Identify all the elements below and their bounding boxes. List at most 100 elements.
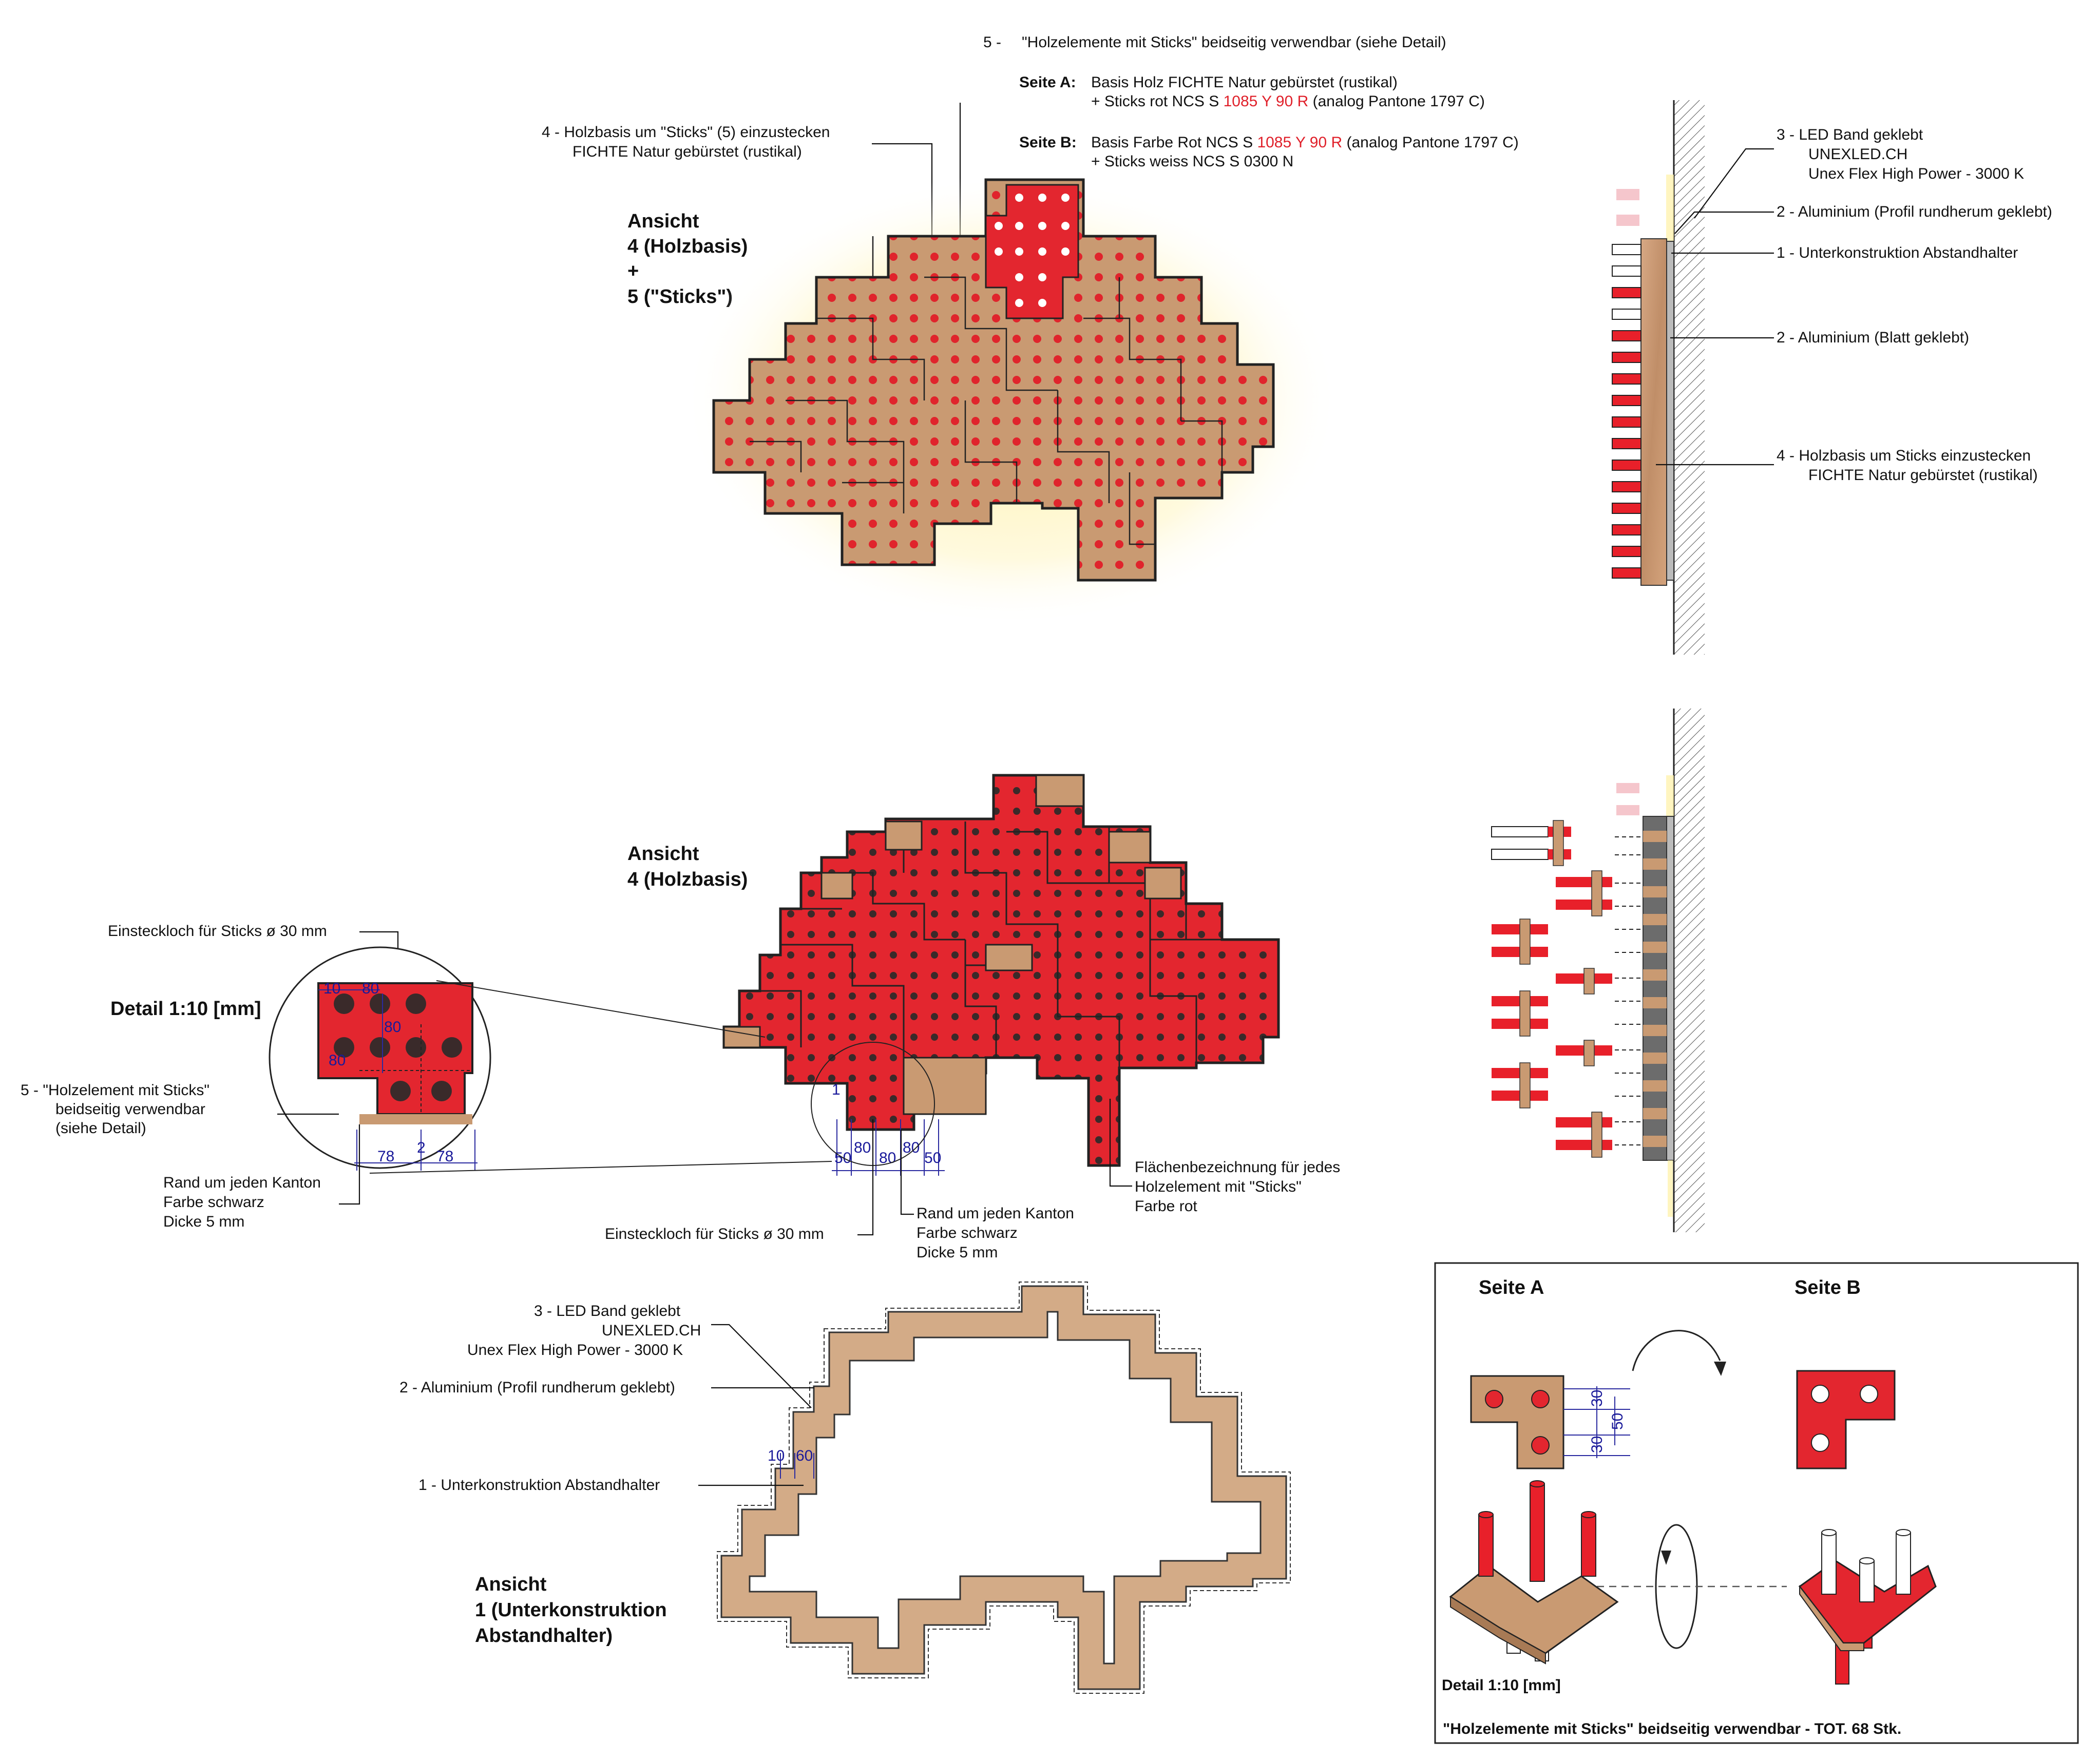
side-alu-profil: 2 - Aluminium (Profil rundherum geklebt)	[1777, 203, 2052, 220]
side-holzbasis-l1: 4 - Holzbasis um Sticks einzustecken	[1777, 447, 2031, 464]
led-outline	[717, 1282, 1291, 1694]
wall-hatch-1	[1674, 100, 1705, 655]
view2-rand-l1: Rand um jeden Kanton	[917, 1205, 1074, 1222]
view2-flaeche-l3: Farbe rot	[1135, 1198, 1197, 1215]
detail-rand-l2: Farbe schwarz	[163, 1194, 264, 1211]
box-seite-a: Seite A	[1479, 1277, 1544, 1298]
aluminium-sheet-1	[1666, 241, 1674, 581]
box-detail-label: Detail 1:10 [mm]	[1442, 1677, 1561, 1694]
view3-alu: 2 - Aluminium (Profil rundherum geklebt)	[399, 1379, 675, 1396]
view3-title-l3: Abstandhalter)	[475, 1625, 613, 1647]
detail-magnified: Einsteckloch für Sticks ø 30 mm Detail 1…	[21, 923, 832, 1230]
side-led-l2: UNEXLED.CH	[1808, 146, 1907, 163]
detail-dim-80b: 80	[384, 1019, 401, 1036]
flip-arrow-top	[1632, 1330, 1721, 1371]
view2-title-l2: 4 (Holzbasis)	[627, 869, 748, 890]
seite-b-line2: + Sticks weiss NCS S 0300 N	[1091, 153, 1293, 170]
view3-title-l1: Ansicht	[475, 1574, 547, 1595]
detail-n5-l2: beidseitig verwendbar	[55, 1101, 205, 1118]
side-led-l1: 3 - LED Band geklebt	[1777, 126, 1923, 143]
element-borders	[750, 236, 1223, 545]
note-holzbasis-line2: FICHTE Natur gebürstet (rustikal)	[572, 143, 802, 160]
wood-base-side-1	[1640, 238, 1667, 586]
box-dim-30a: 30	[1589, 1390, 1606, 1407]
seite-a-line2: + Sticks rot NCS S 1085 Y 90 R (analog P…	[1091, 93, 1485, 110]
view3-dims: 10 60	[768, 1447, 814, 1479]
kanton-borders	[760, 821, 1222, 1068]
detail-dim-78b: 78	[436, 1148, 453, 1165]
side-holzbasis-l2: FICHTE Natur gebürstet (rustikal)	[1808, 467, 2038, 484]
detail-rand-l1: Rand um jeden Kanton	[163, 1174, 321, 1191]
view2-rand-l2: Farbe schwarz	[917, 1225, 1018, 1241]
view1-map-with-sticks	[683, 175, 1340, 626]
view3-unterkonstruktion: 1 - Unterkonstruktion Abstandhalter	[418, 1477, 660, 1494]
view2-flaeche-l2: Holzelement mit "Sticks"	[1135, 1178, 1302, 1195]
box-dim-50: 50	[1609, 1413, 1626, 1430]
iso-seite-b	[1798, 1529, 1937, 1685]
view3-title-l2: 1 (Unterkonstruktion	[475, 1599, 667, 1621]
side-section-1: 3 - LED Band geklebt UNEXLED.CH Unex Fle…	[1612, 100, 2052, 655]
detail-title: Detail 1:10 [mm]	[110, 998, 261, 1020]
box-seite-b: Seite B	[1794, 1277, 1861, 1298]
detail-dims: 10 80 80 80 78 2 78	[318, 980, 478, 1171]
detail-dim-78a: 78	[377, 1148, 394, 1165]
white-sticks	[995, 194, 1070, 307]
sticks-side-1	[1612, 244, 1641, 579]
detail-dim-10: 10	[323, 980, 340, 997]
view1-title: Ansicht 4 (Holzbasis) + 5 ("Sticks")	[627, 211, 748, 308]
view2-title: Ansicht 4 (Holzbasis)	[627, 843, 748, 890]
view3-led-l3: Unex Flex High Power - 3000 K	[467, 1342, 683, 1359]
led-glow-side-1	[1666, 175, 1674, 252]
box-footer: "Holzelemente mit Sticks" beidseitig ver…	[1443, 1720, 1901, 1737]
view3-led-l2: UNEXLED.CH	[602, 1322, 701, 1339]
view3-dim-10: 10	[768, 1447, 785, 1464]
red-element-highlight	[985, 184, 1079, 319]
top-note: 5 - "Holzelemente mit Sticks" beidseitig…	[983, 34, 1519, 170]
view1-title-l3: +	[627, 260, 639, 282]
note-holzbasis-top: 4 - Holzbasis um "Sticks" (5) einzusteck…	[542, 103, 961, 246]
view2-map-holzbasis: 50 80 80 80 50 1	[722, 774, 1280, 1176]
box-dim-30b: 30	[1589, 1436, 1606, 1453]
seite-a-line1: Basis Holz FICHTE Natur gebürstet (rusti…	[1091, 74, 1398, 91]
view3-led-l1: 3 - LED Band geklebt	[534, 1303, 681, 1320]
detail-n5-l3: (siehe Detail)	[55, 1120, 146, 1137]
view1-title-l2: 4 (Holzbasis)	[627, 236, 748, 257]
iso-seite-a	[1449, 1480, 1619, 1665]
dim-80a: 80	[854, 1139, 871, 1156]
detail-rand-l3: Dicke 5 mm	[163, 1213, 244, 1230]
spacer-frame	[720, 1285, 1287, 1690]
view2-dims: 50 80 80 80 50 1	[832, 1081, 945, 1176]
wood-base-map	[712, 178, 1275, 582]
seite-a-label: Seite A:	[1019, 74, 1076, 91]
exploded-sticks	[1491, 820, 1612, 1158]
view2-hole-note: Einsteckloch für Sticks ø 30 mm	[605, 1226, 824, 1242]
top-note-line1: "Holzelemente mit Sticks" beidseitig ver…	[1022, 34, 1446, 51]
detail-hole-label: Einsteckloch für Sticks ø 30 mm	[108, 923, 327, 940]
detail-dim-80: 80	[362, 980, 379, 997]
dim-50b: 50	[924, 1150, 941, 1167]
seite-b-line1: Basis Farbe Rot NCS S 1085 Y 90 R (analo…	[1091, 134, 1519, 151]
side-ab-box: Seite A Seite B 30 50 30	[1434, 1262, 2079, 1744]
view2-rand-l3: Dicke 5 mm	[917, 1244, 998, 1261]
wood-base-side-2	[1643, 816, 1667, 1161]
side-led-l3: Unex Flex High Power - 3000 K	[1808, 165, 2024, 182]
side-section-2	[1491, 709, 1705, 1232]
note-holzbasis-line1: 4 - Holzbasis um "Sticks" (5) einzusteck…	[542, 124, 830, 141]
detail-dim-2: 2	[417, 1139, 426, 1156]
view2-title-l1: Ansicht	[627, 843, 699, 865]
dim-1: 1	[832, 1081, 841, 1098]
view2-notes: Einsteckloch für Sticks ø 30 mm Rand um …	[605, 1099, 1340, 1261]
view3-unterkonstruktion: 3 - LED Band geklebt UNEXLED.CH Unex Fle…	[399, 1282, 1291, 1694]
view2-flaeche-l1: Flächenbezeichnung für jedes	[1135, 1159, 1340, 1176]
detail-n5-l1: 5 - "Holzelement mit Sticks"	[21, 1082, 209, 1099]
side-alu-blatt: 2 - Aluminium (Blatt geklebt)	[1777, 329, 1969, 346]
top-note-num: 5 -	[983, 34, 1001, 51]
side-unterkonstruktion: 1 - Unterkonstruktion Abstandhalter	[1777, 244, 2018, 261]
view3-dim-60: 60	[796, 1447, 813, 1464]
detail-dim-80c: 80	[329, 1052, 346, 1069]
box-dims: 30 50 30	[1563, 1386, 1630, 1458]
dim-80c: 80	[903, 1139, 920, 1156]
seite-b-label: Seite B:	[1019, 134, 1077, 151]
view1-title-l1: Ansicht	[627, 211, 699, 232]
